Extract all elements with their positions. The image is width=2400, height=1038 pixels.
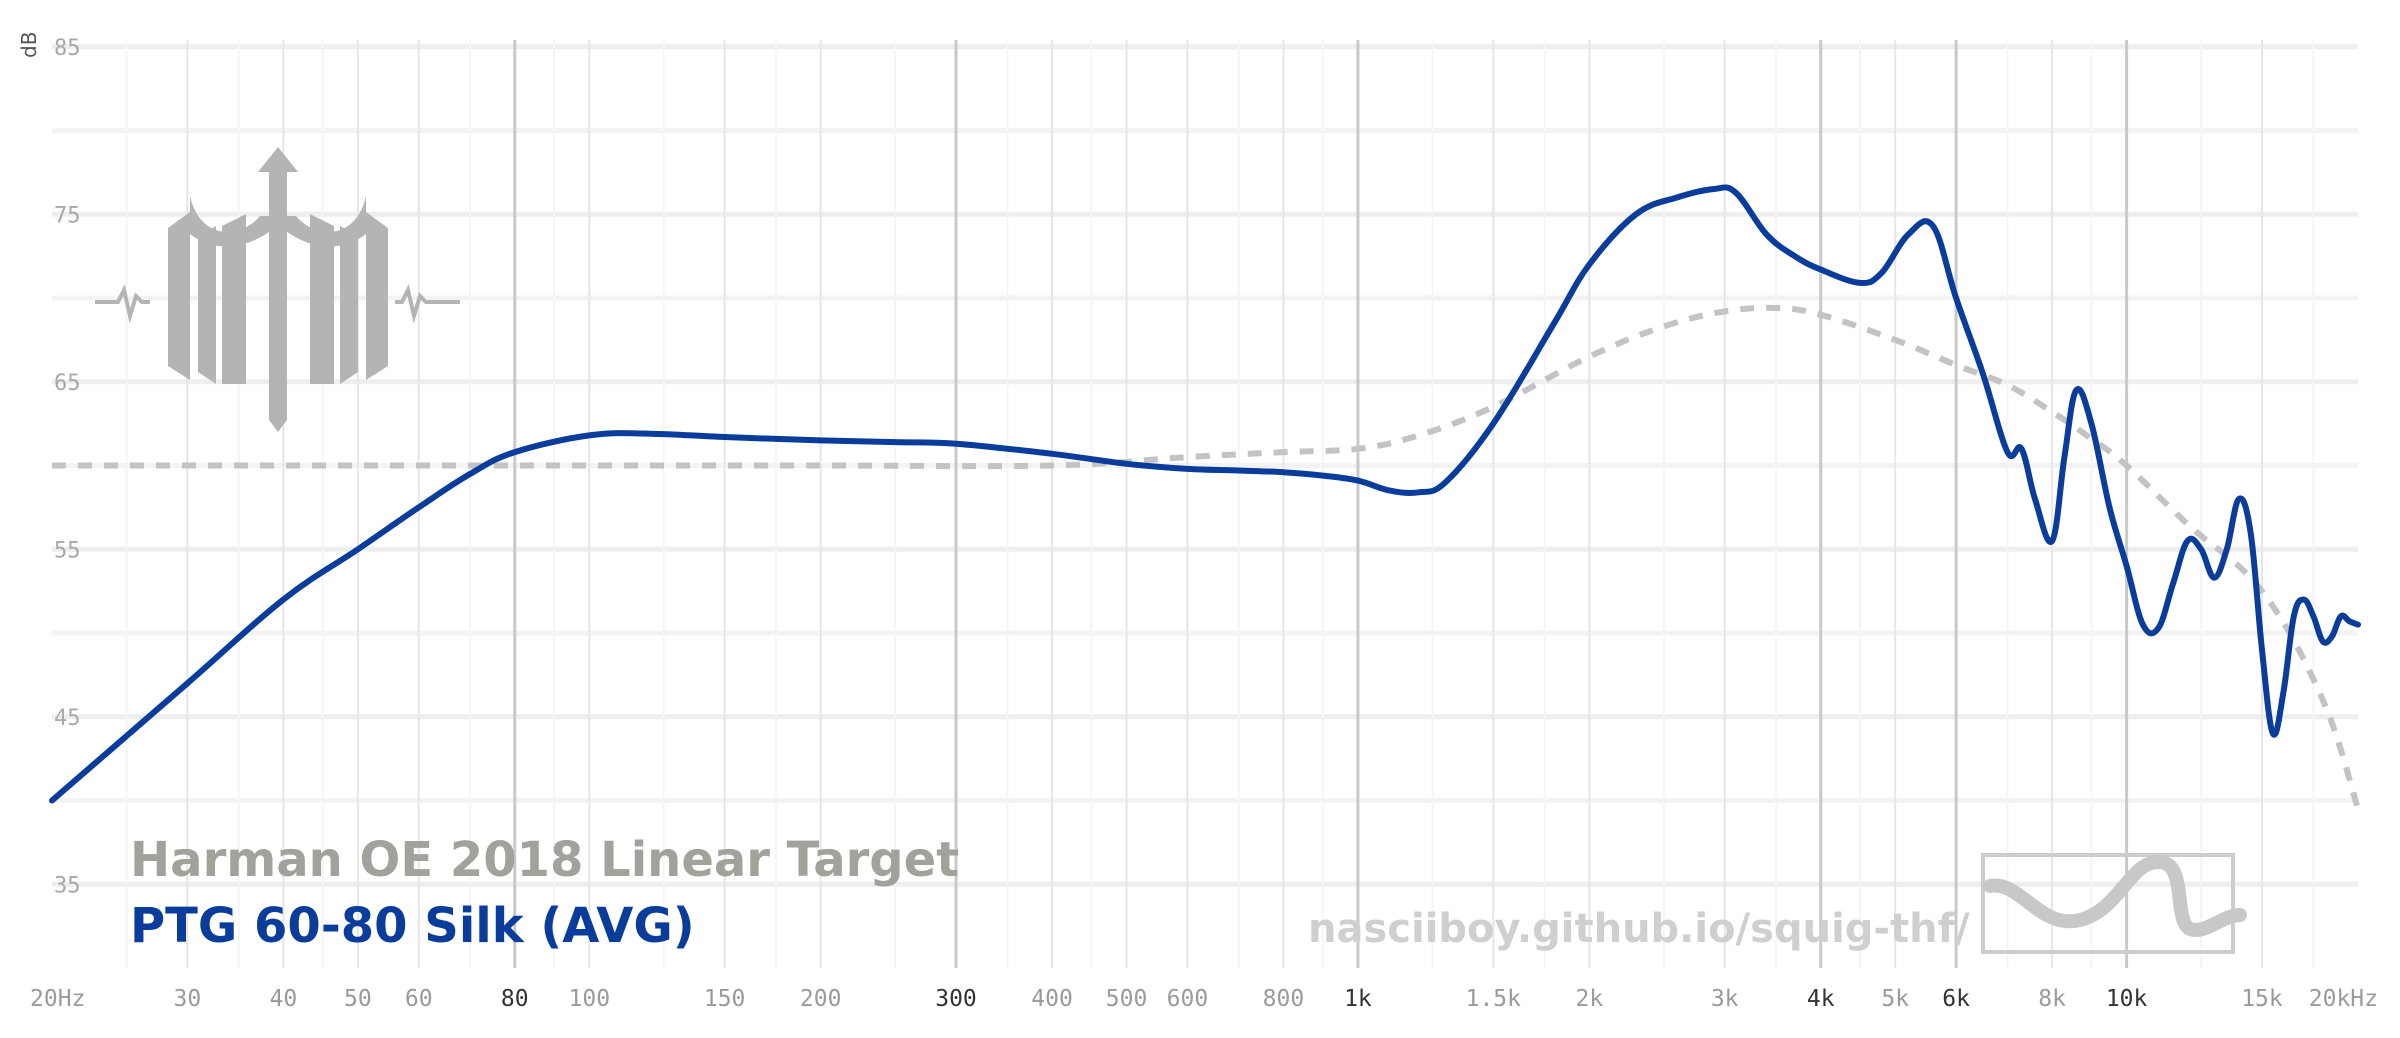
x-tick-label: 60 xyxy=(405,986,433,1012)
x-tick-label: 1.5k xyxy=(1466,986,1522,1012)
y-tick-label: 75 xyxy=(54,203,81,228)
y-tick-labels: 85 75 65 55 45 35 xyxy=(54,36,81,899)
legend-phone-label: PTG 60-80 Silk (AVG) xyxy=(130,898,695,954)
y-tick-label: 35 xyxy=(54,873,81,898)
legend-target-label: Harman OE 2018 Linear Target xyxy=(130,832,959,888)
x-tick-label: 20kHz xyxy=(2309,986,2378,1012)
x-tick-label: 300 xyxy=(935,986,977,1012)
x-tick-label: 50 xyxy=(344,986,372,1012)
x-tick-label: 15k xyxy=(2241,986,2283,1012)
y-tick-label: 45 xyxy=(54,706,81,731)
y-tick-label: 55 xyxy=(54,538,81,563)
x-tick-label: 200 xyxy=(800,986,842,1012)
measurement-curve xyxy=(49,184,2361,804)
trident-logo-icon xyxy=(95,147,460,432)
watermark-url: nasciiboy.github.io/squig-thf/ xyxy=(1308,906,1970,952)
y-tick-label: 85 xyxy=(54,36,81,61)
y-unit-label: dB xyxy=(17,32,41,58)
x-tick-label: 500 xyxy=(1106,986,1148,1012)
x-tick-label: 40 xyxy=(270,986,298,1012)
x-tick-label: 600 xyxy=(1167,986,1209,1012)
x-tick-label: 3k xyxy=(1711,986,1739,1012)
x-tick-label: 2k xyxy=(1575,986,1603,1012)
x-tick-label: 5k xyxy=(1881,986,1909,1012)
x-tick-label: 8k xyxy=(2038,986,2066,1012)
x-tick-label: 80 xyxy=(501,986,529,1012)
x-tick-label: 4k xyxy=(1807,986,1835,1012)
x-tick-label: 150 xyxy=(704,986,746,1012)
series-lines xyxy=(49,184,2361,810)
x-tick-label: 30 xyxy=(174,986,202,1012)
x-tick-label: 6k xyxy=(1942,986,1970,1012)
x-tick-label: 800 xyxy=(1263,986,1305,1012)
wave-badge-icon xyxy=(1981,853,2247,954)
x-tick-label: 100 xyxy=(569,986,611,1012)
grid-lines xyxy=(52,40,2358,968)
y-tick-label: 65 xyxy=(54,371,81,396)
x-tick-label: 10k xyxy=(2106,986,2148,1012)
target-curve xyxy=(52,304,2361,810)
x-tick-label: 20Hz xyxy=(30,986,85,1012)
x-tick-label: 1k xyxy=(1344,986,1372,1012)
x-tick-label: 400 xyxy=(1031,986,1073,1012)
x-tick-labels: 20Hz 30 40 50 60 80 100 150 200 300 400 500 600 800 1k… xyxy=(30,986,2378,1012)
